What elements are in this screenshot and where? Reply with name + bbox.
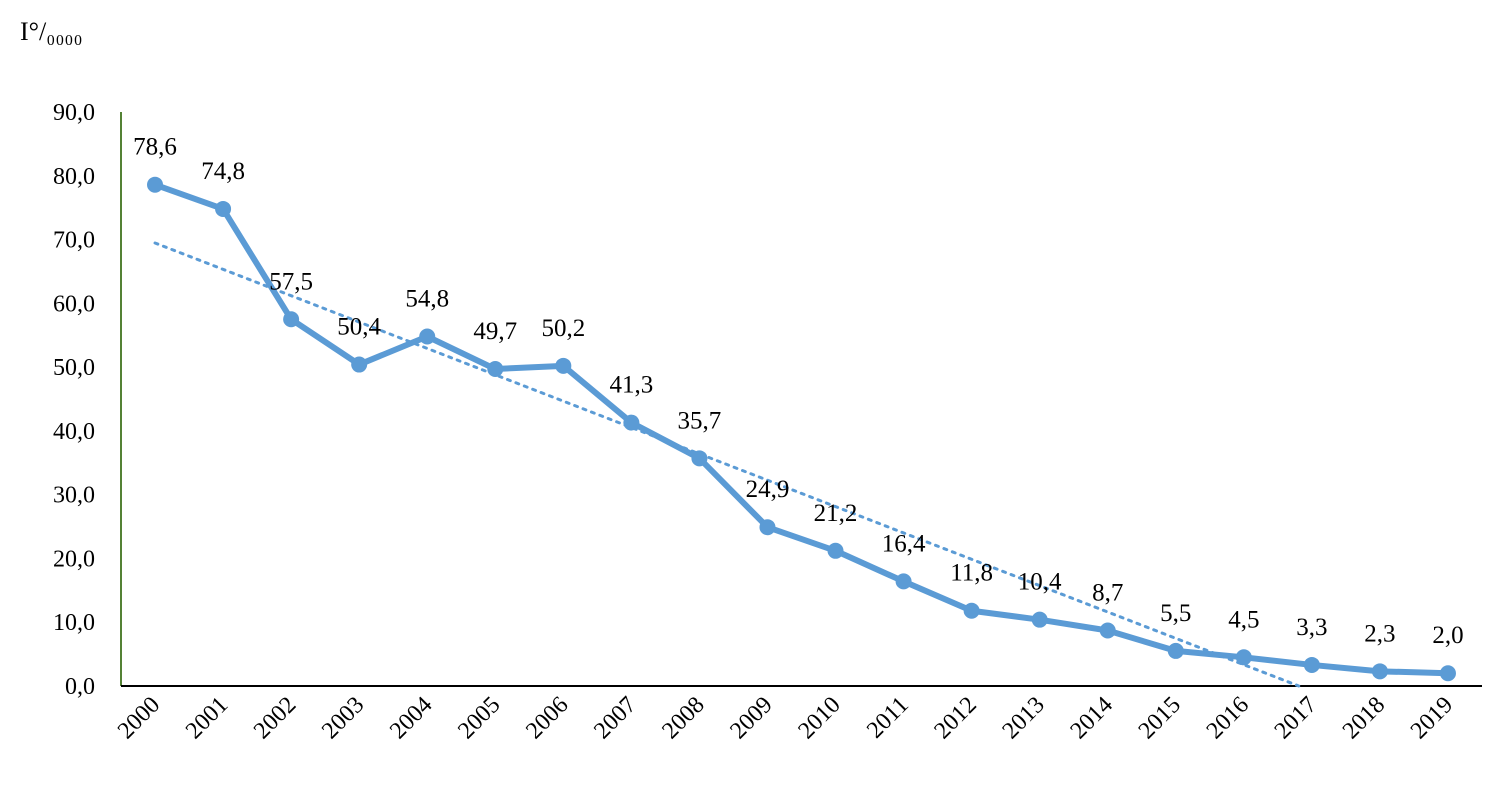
- x-tick-label: 2018: [1338, 692, 1390, 744]
- x-tick-label: 2004: [385, 692, 437, 744]
- data-label: 24,9: [746, 476, 790, 503]
- data-point: [963, 602, 980, 619]
- data-point: [827, 542, 844, 559]
- data-label: 5,5: [1160, 600, 1191, 627]
- y-tick-label: 60,0: [53, 291, 95, 317]
- x-tick-label: 2014: [1066, 692, 1118, 744]
- y-tick-label: 20,0: [53, 546, 95, 572]
- y-tick-label: 70,0: [53, 228, 95, 254]
- data-point: [283, 311, 300, 328]
- data-label: 2,3: [1364, 620, 1395, 647]
- data-point: [1031, 611, 1048, 628]
- data-point: [351, 356, 368, 373]
- x-tick-labels: 2000 2001 2002 2003 2004 2005 2006 2007 2008 2009…: [113, 692, 1458, 744]
- data-point: [147, 176, 164, 193]
- x-tick-label: 2013: [998, 692, 1050, 744]
- data-point: [691, 450, 708, 467]
- data-point: [623, 414, 640, 431]
- data-point: [419, 328, 436, 345]
- x-tick-label: 2016: [1202, 692, 1254, 744]
- x-tick-label: 2015: [1134, 692, 1186, 744]
- x-tick-label: 2009: [725, 692, 777, 744]
- y-tick-label: 0,0: [65, 674, 95, 700]
- series-line: [154, 181, 1449, 677]
- x-tick-label: 2010: [793, 692, 845, 744]
- y-tick-label: 40,0: [53, 419, 95, 445]
- x-tick-label: 2003: [317, 692, 369, 744]
- y-tick-label: 90,0: [53, 100, 95, 126]
- data-label: 4,5: [1228, 606, 1259, 633]
- data-label: 50,2: [541, 315, 585, 342]
- data-label: 11,8: [950, 560, 993, 587]
- data-point: [895, 573, 912, 590]
- y-tick-label: 30,0: [53, 483, 95, 509]
- data-point: [487, 361, 504, 378]
- x-tick-label: 2008: [657, 692, 709, 744]
- data-label: 49,7: [473, 318, 517, 345]
- data-point: [555, 357, 572, 374]
- x-tick-label: 2017: [1270, 692, 1322, 744]
- data-point: [1235, 649, 1252, 666]
- x-tick-label: 2005: [453, 692, 505, 744]
- data-label: 35,7: [678, 407, 722, 434]
- data-point: [1167, 642, 1184, 659]
- data-point: [1099, 622, 1116, 639]
- y-unit-label: I°/₀₀₀₀: [20, 17, 83, 46]
- data-label: 10,4: [1018, 569, 1062, 596]
- x-tick-label: 2006: [521, 692, 573, 744]
- data-label: 57,5: [269, 268, 313, 295]
- x-tick-label: 2012: [930, 692, 982, 744]
- x-tick-label: 2001: [181, 692, 233, 744]
- x-tick-label: 2000: [113, 692, 165, 744]
- y-tick-label: 80,0: [53, 164, 95, 190]
- data-point: [1439, 665, 1456, 682]
- data-point: [1303, 656, 1320, 673]
- data-label: 8,7: [1092, 580, 1123, 607]
- x-tick-label: 2002: [249, 692, 301, 744]
- data-labels: 78,6 74,8 57,5 50,4 54,8 49,7 50,2 41,3 35,7 24,9…: [133, 134, 1463, 650]
- trendline: [153, 241, 1301, 688]
- x-tick-label: 2007: [589, 692, 641, 744]
- data-label: 2,0: [1432, 622, 1463, 649]
- data-label: 50,4: [337, 314, 381, 341]
- data-label: 41,3: [610, 372, 654, 399]
- data-label: 74,8: [201, 158, 245, 185]
- x-tick-label: 2011: [862, 692, 914, 744]
- y-tick-labels: 0,0 10,0 20,0 30,0 40,0 50,0 60,0 70,0 80,0 90,0: [53, 100, 95, 700]
- data-label: 16,4: [882, 530, 926, 557]
- data-label: 54,8: [405, 285, 449, 312]
- x-tick-label: 2019: [1406, 692, 1458, 744]
- data-point: [1371, 663, 1388, 680]
- data-label: 78,6: [133, 134, 177, 161]
- y-tick-label: 10,0: [53, 610, 95, 636]
- data-label: 3,3: [1296, 614, 1327, 641]
- data-points: [147, 176, 1456, 682]
- data-point: [759, 519, 776, 536]
- y-tick-label: 50,0: [53, 355, 95, 381]
- data-label: 21,2: [814, 500, 858, 527]
- data-point: [215, 200, 232, 217]
